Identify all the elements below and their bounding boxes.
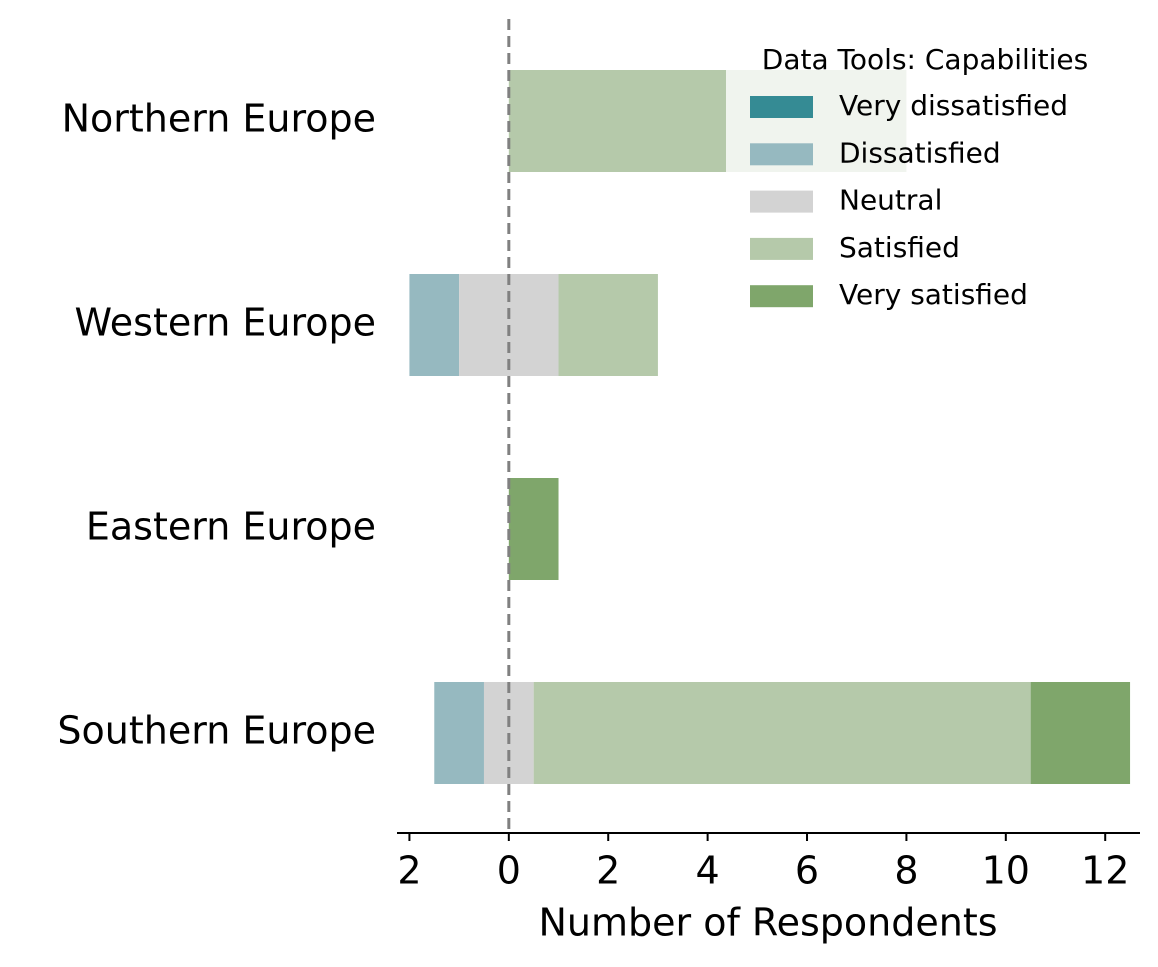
legend-frame <box>726 38 1122 320</box>
legend-swatch <box>750 143 813 166</box>
y-tick-label: Eastern Europe <box>86 505 376 549</box>
x-tick-label: 4 <box>696 849 720 893</box>
legend-swatch <box>750 285 813 308</box>
x-tick-label: 8 <box>894 849 918 893</box>
bar-segment <box>508 478 559 580</box>
legend-label: Dissatisfied <box>839 136 1001 169</box>
x-axis-label: Number of Respondents <box>538 901 997 945</box>
bar-segment <box>558 274 658 376</box>
y-tick-label: Northern Europe <box>62 97 376 141</box>
x-tick-label: 0 <box>497 849 521 893</box>
legend-swatch <box>750 237 813 260</box>
legend-label: Neutral <box>839 184 942 217</box>
x-tick-label: 6 <box>795 849 819 893</box>
y-tick-label: Southern Europe <box>57 709 376 753</box>
legend-title: Data Tools: Capabilities <box>762 43 1088 76</box>
legend: Data Tools: Capabilities Very dissatisfie… <box>726 38 1122 320</box>
x-tick-label: 12 <box>1081 849 1129 893</box>
legend-swatch <box>750 96 813 118</box>
y-tick-label: Western Europe <box>74 301 376 345</box>
legend-swatch <box>750 190 813 213</box>
x-tick-label: 2 <box>397 849 421 893</box>
legend-label: Very satisfied <box>839 278 1028 311</box>
bar-segment <box>409 274 460 376</box>
bar-segment <box>434 682 484 784</box>
bar-segment <box>533 682 1031 784</box>
legend-label: Satisfied <box>839 231 960 264</box>
legend-label: Very dissatisfied <box>839 89 1068 122</box>
x-tick-label: 2 <box>596 849 620 893</box>
bar-segment <box>1030 682 1131 784</box>
x-tick-label: 10 <box>982 849 1030 893</box>
